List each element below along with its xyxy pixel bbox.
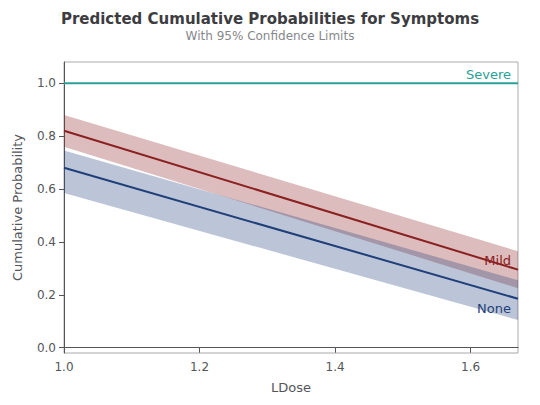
svg-text:0.6: 0.6 (37, 182, 56, 196)
svg-text:1.4: 1.4 (325, 360, 344, 374)
svg-text:1.0: 1.0 (54, 360, 73, 374)
svg-text:None: None (477, 301, 511, 316)
svg-text:1.2: 1.2 (190, 360, 209, 374)
svg-text:Mild: Mild (484, 253, 511, 268)
svg-text:With 95% Confidence Limits: With 95% Confidence Limits (186, 29, 355, 43)
svg-text:Severe: Severe (466, 67, 511, 82)
svg-text:1.0: 1.0 (37, 76, 56, 90)
svg-text:1.6: 1.6 (461, 360, 480, 374)
svg-text:Predicted Cumulative Probabili: Predicted Cumulative Probabilities for S… (61, 10, 479, 28)
svg-text:0.2: 0.2 (37, 288, 56, 302)
svg-text:0.8: 0.8 (37, 129, 56, 143)
svg-text:LDose: LDose (271, 380, 311, 395)
svg-text:Cumulative Probability: Cumulative Probability (10, 134, 25, 281)
svg-text:0.0: 0.0 (37, 341, 56, 355)
svg-text:0.4: 0.4 (37, 235, 56, 249)
